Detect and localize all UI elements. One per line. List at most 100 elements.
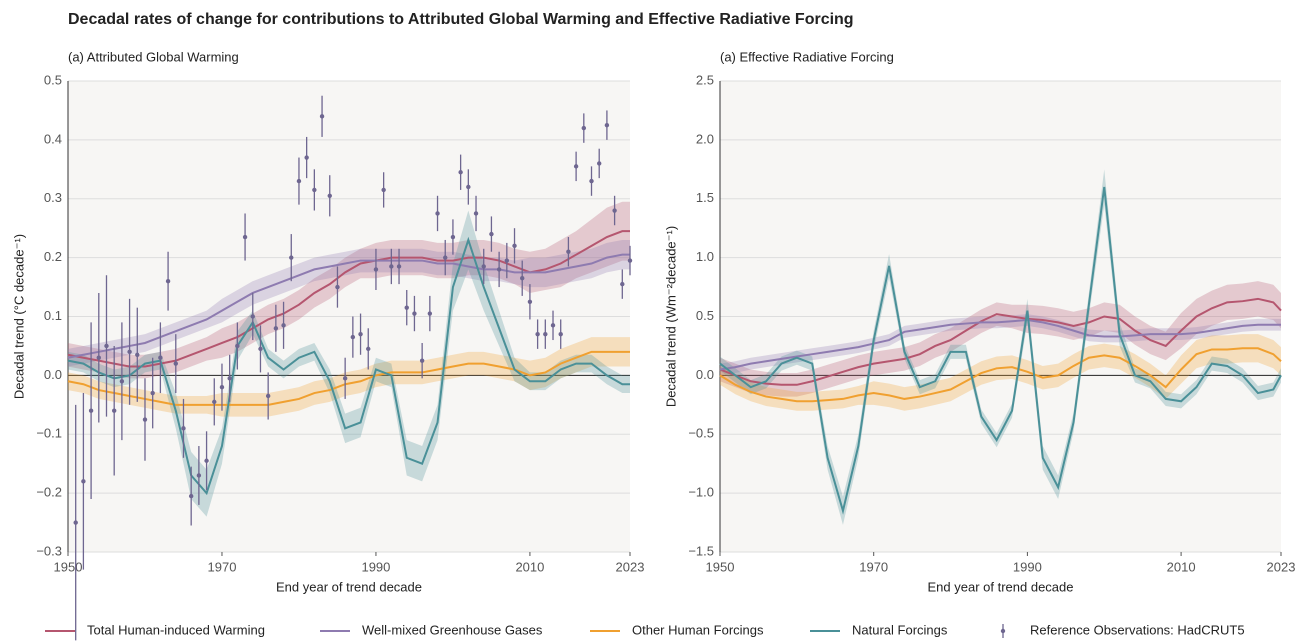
y-tick-label: 2.5	[696, 72, 714, 87]
obs-point	[481, 264, 486, 269]
obs-point	[88, 408, 94, 413]
y-tick-label: 0.4	[44, 131, 62, 146]
y-axis-label: Decadal trend (Wm⁻²decade⁻¹)	[663, 226, 678, 407]
obs-point	[227, 376, 232, 381]
obs-point	[366, 346, 371, 352]
obs-point	[73, 520, 78, 525]
obs-point	[335, 284, 340, 290]
obs-point	[312, 187, 317, 193]
x-tick-label: 1990	[361, 559, 390, 574]
obs-point	[550, 323, 556, 328]
obs-point	[188, 493, 194, 499]
obs-point	[111, 408, 117, 413]
obs-point	[473, 211, 479, 216]
obs-point	[435, 211, 440, 216]
obs-point	[566, 249, 571, 254]
obs-point	[219, 384, 225, 390]
y-tick-label: 2.0	[696, 131, 714, 146]
obs-point	[358, 331, 363, 337]
obs-point	[127, 349, 132, 355]
obs-point	[296, 178, 302, 184]
y-tick-label: 0.3	[44, 190, 62, 205]
obs-point	[627, 258, 633, 263]
obs-point	[543, 331, 548, 337]
obs-point	[350, 334, 356, 340]
obs-point	[558, 331, 563, 337]
obs-point	[327, 193, 332, 199]
x-tick-label: 2010	[515, 559, 544, 574]
obs-point	[512, 243, 517, 249]
obs-point	[96, 355, 101, 360]
x-tick-label: 1950	[706, 559, 735, 574]
series-line	[67, 230, 630, 368]
obs-point	[458, 170, 463, 175]
series-line	[719, 186, 1282, 515]
y-tick-label: −1.0	[688, 485, 714, 500]
y-tick-label: −1.5	[688, 543, 714, 558]
obs-point	[604, 122, 610, 128]
y-tick-label: −0.3	[36, 543, 62, 558]
obs-point	[204, 458, 209, 463]
obs-point	[165, 278, 171, 284]
obs-point	[119, 379, 125, 384]
panel-title: (a) Attributed Global Warming	[68, 49, 239, 64]
obs-point	[373, 267, 379, 272]
uncertainty-band	[68, 201, 630, 379]
obs-point	[489, 231, 494, 237]
series-line	[719, 347, 1282, 403]
obs-point	[597, 161, 602, 166]
series-line	[67, 253, 630, 359]
obs-point	[466, 184, 471, 190]
obs-point	[573, 164, 579, 169]
obs-point	[496, 267, 502, 272]
obs-point	[319, 114, 325, 119]
obs-point	[419, 358, 425, 363]
y-tick-label: 0.1	[44, 308, 62, 323]
series-line	[719, 319, 1281, 371]
obs-point	[504, 258, 510, 263]
obs-point	[342, 376, 348, 381]
figure-title: Decadal rates of change for contribution…	[68, 11, 854, 28]
obs-point	[273, 326, 279, 331]
obs-point	[389, 264, 394, 269]
obs-point	[104, 343, 109, 349]
obs-point	[620, 281, 625, 287]
obs-point	[612, 208, 617, 213]
obs-point	[289, 255, 294, 260]
obs-point	[212, 399, 217, 405]
legend-label: Other Human Forcings	[632, 622, 764, 637]
y-axis-label: Decadal trend (°C decade⁻¹)	[11, 234, 26, 399]
obs-point	[535, 331, 540, 337]
obs-point	[181, 426, 186, 431]
obs-point	[381, 187, 386, 193]
x-tick-label: 2023	[1267, 559, 1296, 574]
legend-label: Reference Observations: HadCRUT5	[1030, 622, 1245, 637]
obs-point	[527, 299, 533, 304]
obs-point	[196, 473, 202, 478]
y-tick-label: −0.2	[36, 485, 62, 500]
x-axis-label: End year of trend decade	[276, 579, 422, 594]
y-tick-label: 0.5	[696, 308, 714, 323]
obs-point	[142, 417, 148, 422]
obs-point	[258, 346, 263, 352]
obs-point	[304, 155, 309, 160]
obs-point	[450, 234, 456, 240]
legend-label: Well-mixed Greenhouse Gases	[362, 622, 543, 637]
obs-point	[427, 311, 433, 316]
series-line	[67, 350, 630, 406]
uncertainty-band	[68, 239, 630, 367]
series-line	[67, 236, 630, 496]
legend-swatch	[1000, 628, 1006, 634]
x-tick-label: 1990	[1013, 559, 1042, 574]
x-axis-label: End year of trend decade	[928, 579, 1074, 594]
obs-point	[250, 314, 255, 319]
obs-point	[235, 343, 240, 349]
obs-point	[173, 361, 178, 366]
y-tick-label: −0.1	[36, 426, 62, 441]
y-tick-label: 1.0	[696, 249, 714, 264]
obs-point	[242, 234, 248, 240]
uncertainty-band	[68, 337, 630, 417]
y-tick-label: −0.5	[688, 426, 714, 441]
obs-point	[520, 276, 525, 281]
